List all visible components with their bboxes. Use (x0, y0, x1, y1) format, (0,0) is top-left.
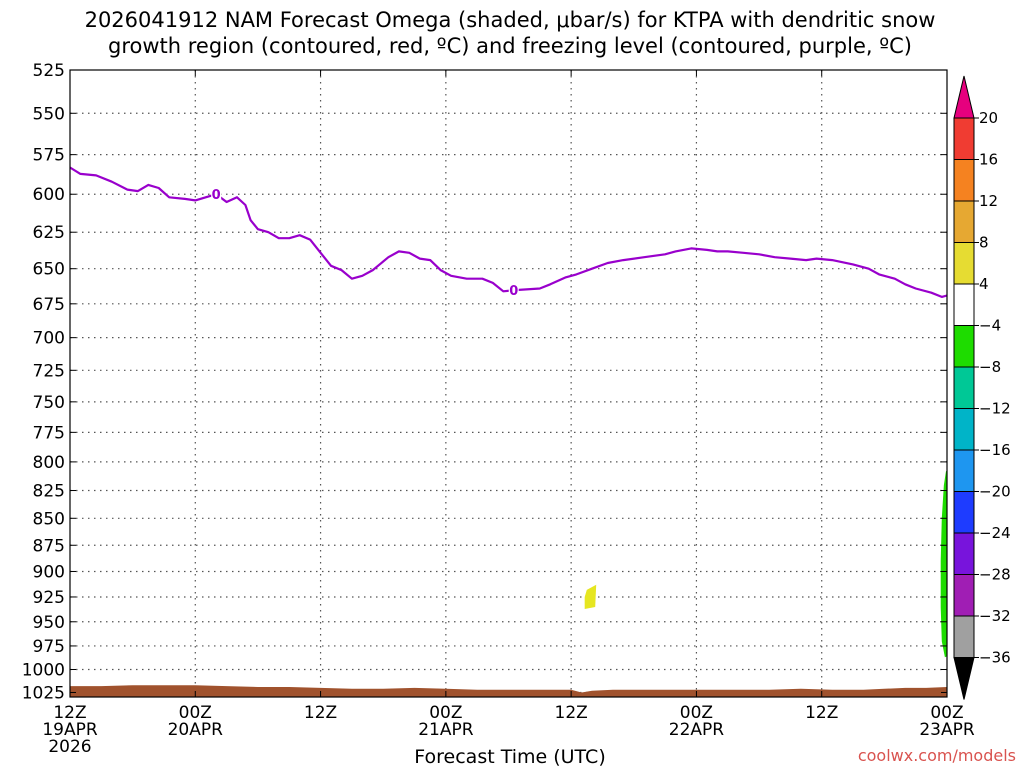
colorbar: 20 16 12 8 4 −4 −8 −12 −16 −20 −24 −28 −32 −36 (953, 75, 1011, 700)
contour-label: 0 (509, 284, 518, 299)
y-tick-label: 975 (33, 637, 65, 657)
x-tick-label: 00Z (930, 703, 963, 723)
y-tick-label: 1000 (22, 660, 65, 680)
colorbar-bottom-arrow (953, 657, 975, 700)
plot-frame (69, 69, 948, 698)
colorbar-label: −32 (979, 607, 1011, 625)
x-tick-label: 00Z (429, 703, 462, 723)
x-tick-label: 12Z (805, 703, 838, 723)
x-axis-title: Forecast Time (UTC) (414, 746, 605, 768)
colorbar-swatch (953, 242, 975, 285)
terrain-fill (70, 685, 947, 697)
y-tick-label: 675 (33, 295, 65, 315)
y-tick-label: 850 (33, 509, 65, 529)
x-tick-label: 20APR (168, 720, 224, 740)
x-tick-label: 00Z (680, 703, 713, 723)
colorbar-swatch (953, 449, 975, 492)
omega-region (584, 584, 597, 609)
colorbar-swatch (953, 366, 975, 409)
y-tick-label: 550 (33, 104, 65, 124)
y-tick-label: 625 (33, 223, 65, 243)
y-tick-label: 775 (33, 423, 65, 443)
y-tick-label: 700 (33, 329, 65, 349)
x-tick-label: 2026 (48, 737, 91, 757)
colorbar-swatch (953, 283, 975, 326)
y-tick-label: 825 (33, 482, 65, 502)
y-tick-label: 925 (33, 588, 65, 608)
x-tick-label: 19APR (42, 720, 98, 740)
x-tick-label: 21APR (418, 720, 474, 740)
colorbar-label: −16 (979, 441, 1011, 459)
omega-region (940, 471, 947, 658)
colorbar-swatch (953, 615, 975, 658)
omega-shading (584, 471, 947, 658)
y-tick-label: 725 (33, 361, 65, 381)
colorbar-swatch (953, 408, 975, 451)
y-axis-ticks: 525 550 575 600 625 650 675 700 725 750 775 800 825 8… (22, 61, 947, 703)
colorbar-label: 16 (979, 151, 998, 169)
colorbar-swatch (953, 325, 975, 368)
y-tick-label: 650 (33, 260, 65, 280)
x-tick-label: 23APR (919, 720, 975, 740)
colorbar-swatch (953, 574, 975, 617)
x-tick-label: 12Z (304, 703, 337, 723)
colorbar-label: −12 (979, 400, 1011, 418)
x-tick-label: 12Z (53, 703, 86, 723)
colorbar-label: 12 (979, 192, 998, 210)
colorbar-label: −4 (979, 317, 1001, 335)
colorbar-swatch (953, 532, 975, 575)
colorbar-swatch (953, 491, 975, 534)
plot-area: 00 5255505756006256506757007257507758008… (22, 61, 975, 757)
colorbar-label: −20 (979, 483, 1011, 501)
x-tick-label: 12Z (555, 703, 588, 723)
chart-title-line2: growth region (contoured, red, ºC) and f… (108, 34, 912, 58)
y-tick-label: 800 (33, 453, 65, 473)
y-tick-label: 600 (33, 185, 65, 205)
terrain-surface (70, 685, 947, 697)
x-tick-label: 22APR (669, 720, 725, 740)
colorbar-top-arrow (953, 75, 975, 119)
x-tick-label: 00Z (179, 703, 212, 723)
colorbar-swatch (953, 117, 975, 160)
y-tick-label: 750 (33, 393, 65, 413)
colorbar-label: 20 (979, 109, 998, 127)
colorbar-label: −36 (979, 649, 1011, 667)
colorbar-label: −8 (979, 358, 1001, 376)
gridlines (70, 70, 947, 697)
y-tick-label: 525 (33, 61, 65, 81)
y-tick-label: 575 (33, 146, 65, 166)
contour-label-bg (211, 186, 222, 202)
y-tick-label: 950 (33, 613, 65, 633)
chart-title-line1: 2026041912 NAM Forecast Omega (shaded, μ… (85, 8, 936, 32)
contour-label-bg (508, 281, 519, 297)
colorbar-label: 8 (979, 234, 989, 252)
colorbar-swatch (953, 200, 975, 243)
credit-text: coolwx.com/models (858, 746, 1016, 765)
contour-label: 0 (212, 188, 221, 203)
freezing-level-contour: 00 (69, 166, 948, 299)
colorbar-swatch (953, 159, 975, 202)
colorbar-label: −24 (979, 524, 1011, 542)
y-tick-label: 875 (33, 536, 65, 556)
y-tick-label: 1025 (22, 683, 65, 703)
y-tick-label: 900 (33, 562, 65, 582)
colorbar-label: −28 (979, 566, 1011, 584)
colorbar-label: 4 (979, 275, 989, 293)
